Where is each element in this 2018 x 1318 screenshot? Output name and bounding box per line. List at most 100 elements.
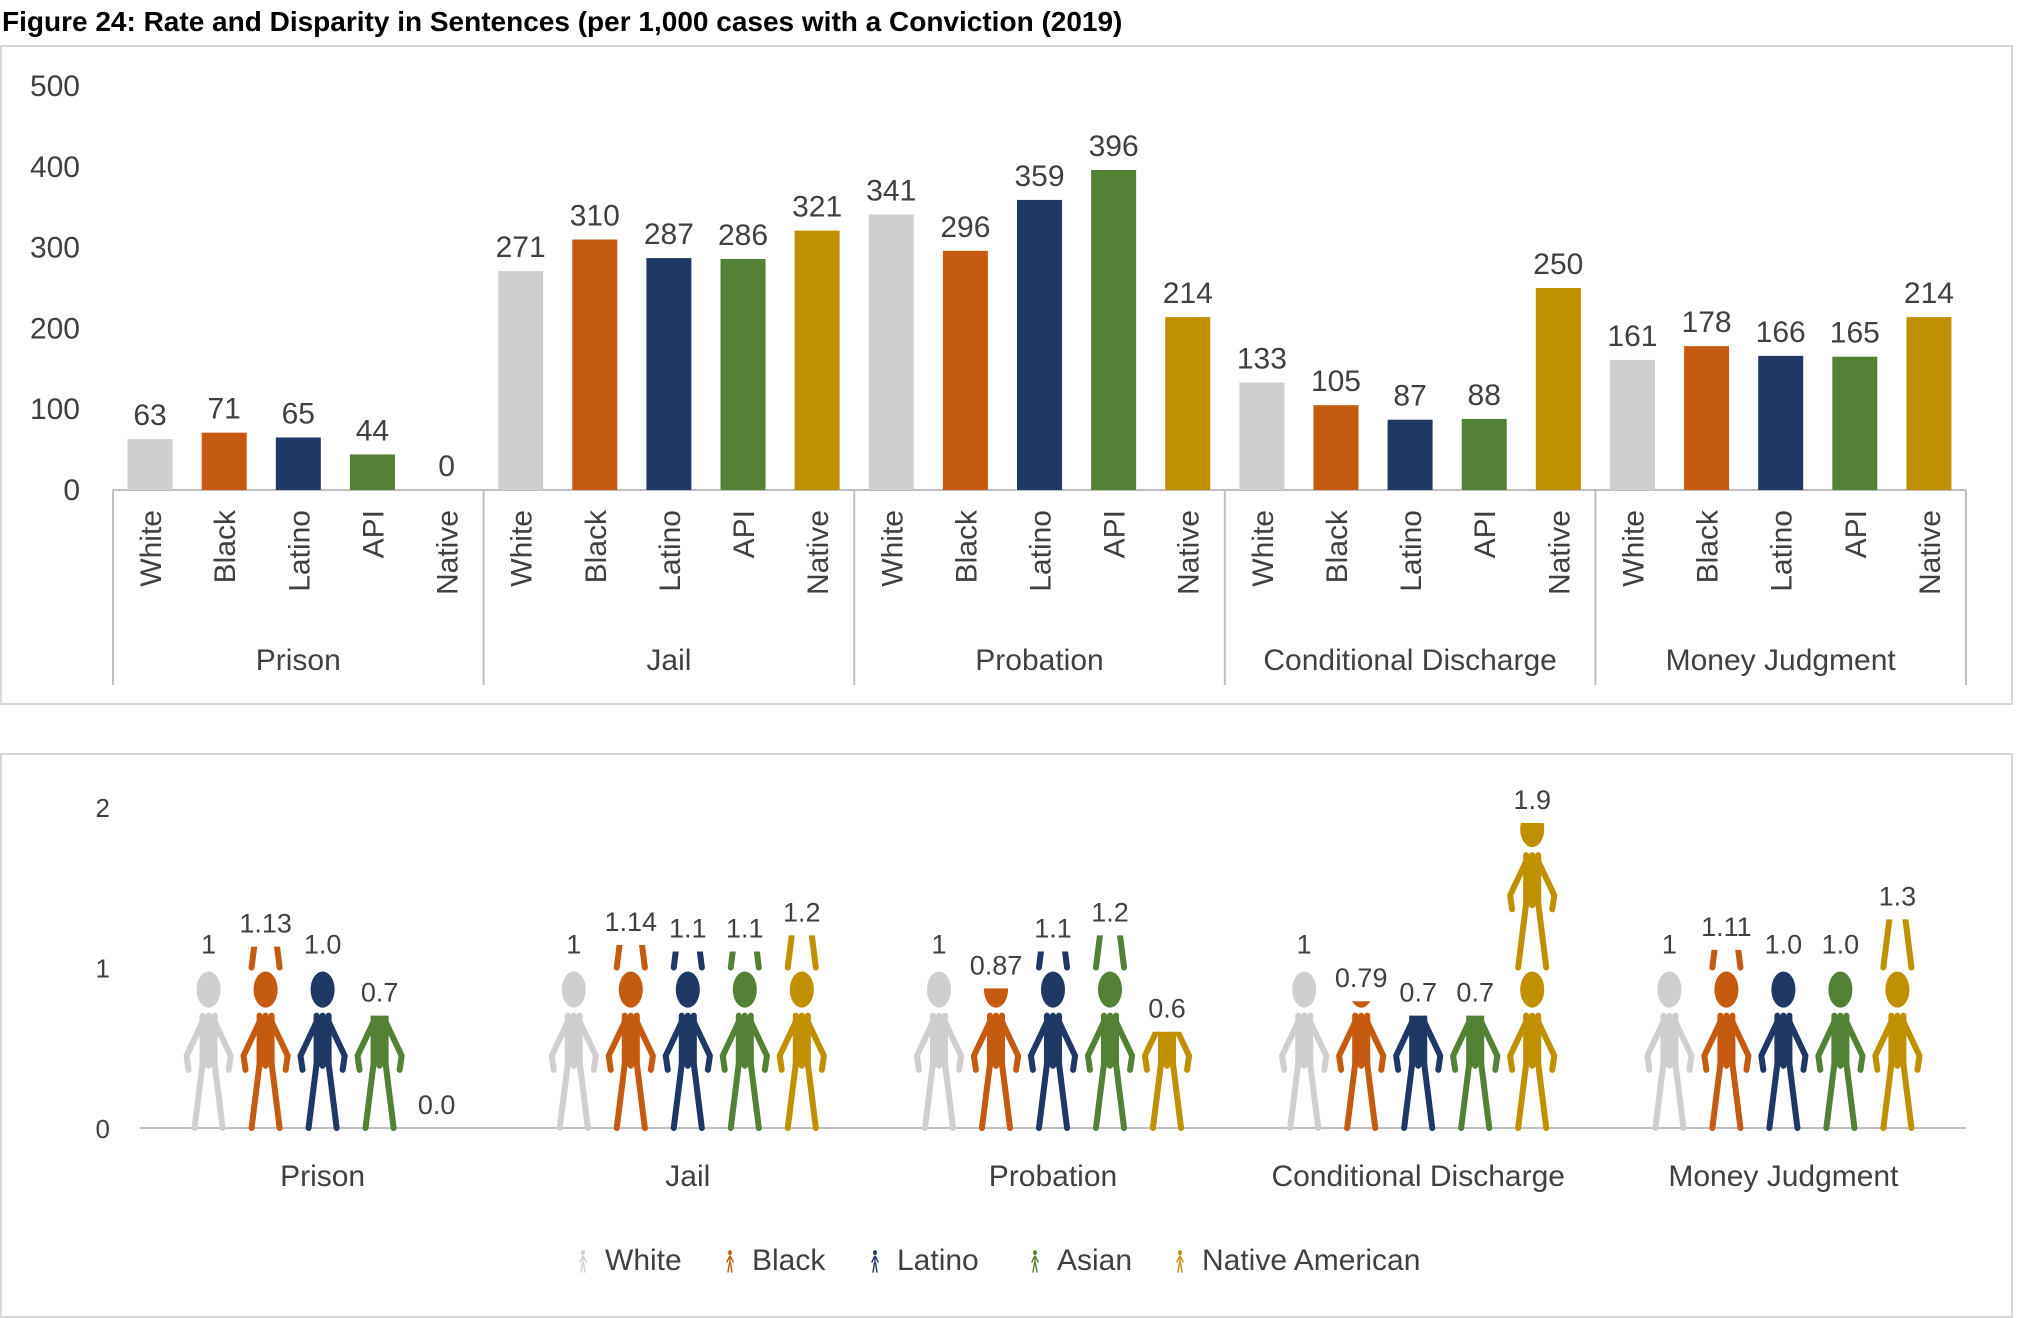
y-tick-label: 500 [30, 70, 80, 103]
group-label: Money Judgment [1666, 644, 1897, 677]
category-label: Native [802, 510, 835, 595]
bar-native [1165, 317, 1211, 490]
person-figure [1872, 971, 1923, 1132]
disparity-value-label: 1.1 [669, 913, 707, 943]
person-legs [1515, 900, 1550, 971]
person-head [1520, 971, 1545, 1008]
person-arms [1872, 1016, 1923, 1073]
bar-api [349, 454, 395, 490]
bar-value-label: 287 [644, 218, 694, 251]
y-tick-label: 1 [96, 954, 110, 984]
bar-white [127, 439, 173, 490]
bar-value-label: 214 [1163, 277, 1213, 310]
y-tick-label: 0 [96, 1114, 110, 1144]
person-torso [625, 855, 637, 905]
person-legs [784, 1060, 819, 1132]
person-arms [970, 1016, 1022, 1073]
person-head [732, 971, 757, 1008]
person-head [790, 811, 814, 847]
person-figure [1507, 823, 1558, 971]
person-head [1097, 971, 1123, 1008]
person-arms [1507, 1016, 1558, 1073]
bar-value-label: 250 [1533, 248, 1583, 281]
bar-value-label: 271 [496, 231, 546, 264]
category-label: Latino [1766, 510, 1799, 592]
person-arms [913, 1016, 965, 1073]
figure-stack-native-american [1141, 1031, 1193, 1132]
person-legs [1652, 1060, 1687, 1132]
figure-stack-white [548, 971, 599, 1132]
person-figure [183, 971, 234, 1132]
category-label: Latino [1025, 510, 1058, 592]
person-arms [1031, 859, 1075, 909]
person-figure [776, 971, 827, 1132]
person-legs [1149, 1060, 1185, 1132]
disparity-value-label: 1 [566, 930, 581, 960]
person-figure [605, 971, 656, 1132]
legend-label: Asian [1057, 1244, 1132, 1277]
person-figure [1644, 971, 1695, 1132]
legend-icon [871, 1250, 879, 1273]
bar-black [572, 239, 618, 490]
figure-stack-latino [662, 951, 713, 1132]
figure-stack-black [605, 855, 656, 1132]
bar-native [1906, 317, 1952, 490]
person-legs [1035, 1060, 1071, 1132]
person-head [1351, 1001, 1371, 1008]
bar-white [498, 271, 544, 490]
disparity-value-label: 0.7 [1456, 978, 1494, 1008]
disparity-value-label: 1.2 [1091, 897, 1129, 927]
disparity-value-label: 1 [931, 930, 946, 960]
disparity-value-label: 1.14 [605, 907, 658, 937]
person-figure [1279, 971, 1330, 1132]
person-arms [548, 1016, 599, 1073]
person-figure [1880, 919, 1915, 971]
disparity-value-label: 1.9 [1513, 785, 1551, 815]
person-figure [1701, 971, 1752, 1132]
person-head [1098, 811, 1122, 847]
figure-stack-white [913, 971, 965, 1132]
figure-stack-asian [354, 1015, 405, 1132]
person-head [926, 971, 952, 1008]
person-legs [248, 1060, 283, 1132]
y-tick-label: 400 [30, 151, 80, 184]
rate-chart-panel [0, 45, 2013, 705]
person-figure [248, 811, 283, 971]
person-legs [978, 1060, 1014, 1132]
figure-stack-native-american [776, 811, 827, 1132]
disparity-value-label: 0.87 [970, 950, 1023, 980]
category-label: Latino [283, 510, 316, 592]
person-legs [1401, 1060, 1436, 1132]
figure-stack-white [183, 971, 234, 1132]
legend-head [873, 1250, 877, 1256]
person-head [1771, 971, 1796, 1008]
person-arms [719, 1016, 770, 1073]
person-legs [613, 1060, 648, 1132]
disparity-value-label: 1.1 [1034, 913, 1072, 943]
disparity-value-label: 1 [201, 930, 216, 960]
person-head [310, 971, 335, 1008]
category-label: Native [1543, 510, 1576, 595]
bar-value-label: 341 [866, 174, 916, 207]
person-legs [305, 1060, 340, 1132]
disparity-value-label: 1 [1297, 930, 1312, 960]
bar-latino [275, 437, 321, 490]
person-legs [1458, 1060, 1493, 1132]
category-label: Black [1692, 509, 1725, 583]
disparity-value-label: 1.0 [304, 930, 342, 960]
person-legs [613, 945, 648, 971]
person-arms [240, 1016, 291, 1073]
person-figure [913, 971, 965, 1132]
category-label: White [1617, 510, 1650, 587]
person-arms [609, 859, 653, 909]
bar-black [1313, 405, 1359, 490]
person-figure [1031, 859, 1075, 971]
person-arms [1336, 1016, 1387, 1073]
bar-value-label: 396 [1089, 130, 1139, 163]
figure-stack-native-american [1872, 919, 1923, 1132]
person-head [254, 811, 278, 847]
figure-stack-black [240, 811, 291, 1132]
figure-stack-native-american [1507, 823, 1558, 1132]
group-label: Jail [665, 1160, 710, 1193]
